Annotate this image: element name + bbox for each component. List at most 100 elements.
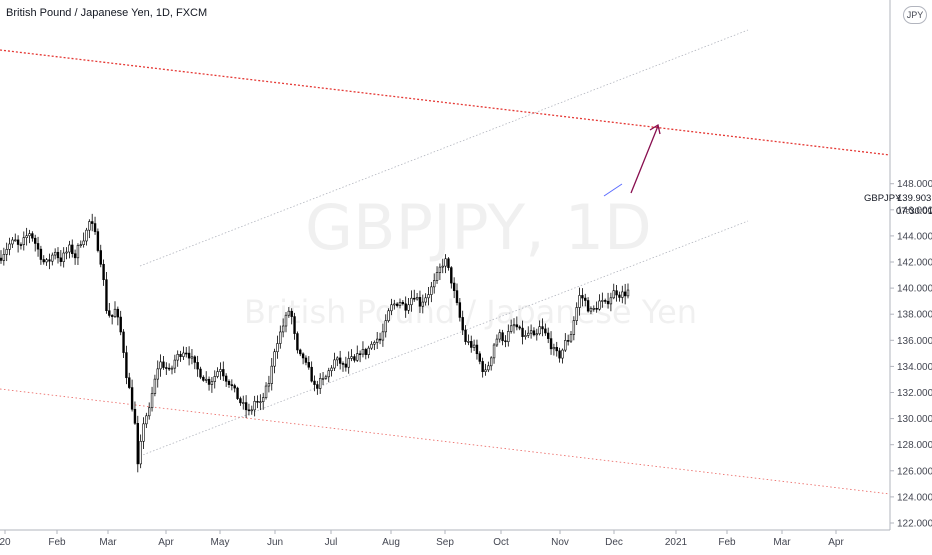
candle-body [441, 265, 444, 268]
candle-body [85, 229, 88, 242]
candle-body [82, 240, 85, 245]
candle-body [538, 326, 541, 335]
candle-body [284, 314, 288, 327]
candle-body [219, 369, 222, 372]
candle-body [401, 301, 405, 305]
candle-body [481, 361, 484, 372]
candle-body [293, 316, 296, 334]
candle-body [353, 356, 356, 361]
candle-body [116, 308, 120, 318]
candle-body [173, 359, 177, 369]
candle-body [242, 402, 245, 404]
candle-body [53, 251, 57, 256]
candle-body [589, 308, 593, 312]
candle-body [113, 308, 117, 317]
candle-body [430, 286, 433, 295]
candle-body [475, 344, 479, 355]
y-tick-label: 128.000 [897, 440, 932, 451]
watermark-symbol: GBPJPY, 1D [305, 191, 652, 264]
candle-body [615, 290, 618, 296]
x-axis[interactable]: 20 Feb Mar Apr May Jun Jul Aug Sep Oct Nov Dec 2021 F… [0, 530, 844, 548]
x-tick-label: Jul [325, 537, 338, 548]
candle-body [108, 310, 111, 316]
candle-body [361, 349, 365, 355]
candle-body [327, 370, 330, 378]
candle-body [367, 347, 370, 355]
candle-body [145, 415, 148, 425]
candle-body [256, 400, 259, 403]
candle-body [210, 381, 214, 385]
candle-body [56, 251, 60, 259]
y-tick-label: 140.000 [897, 284, 932, 295]
channel-upper-line[interactable] [139, 29, 749, 267]
candle-body [148, 407, 151, 417]
candle-body [19, 244, 23, 246]
candle-body [598, 300, 601, 310]
x-tick-label: Feb [718, 537, 736, 548]
candle-body [558, 350, 561, 359]
candle-body [65, 251, 68, 254]
candle-body [404, 303, 407, 311]
candle-body [575, 307, 578, 321]
x-tick-label: Mar [773, 537, 791, 548]
candle-body [11, 239, 14, 245]
candle-body [167, 367, 171, 370]
candle-body [512, 324, 516, 327]
candle-body [435, 272, 439, 281]
candle-body [22, 237, 25, 245]
candle-body [139, 441, 142, 465]
projection-arrow[interactable] [630, 125, 659, 194]
candle-body [390, 304, 393, 312]
candle-body [455, 290, 459, 303]
candle-body [427, 294, 430, 299]
candle-body [421, 301, 424, 307]
candle-body [239, 398, 242, 404]
x-tick-label: Dec [605, 537, 623, 548]
candle-body [452, 282, 456, 291]
candle-body [487, 365, 490, 371]
currency-button[interactable]: JPY [903, 6, 927, 24]
x-tick-label: Jun [267, 537, 283, 548]
candle-body [244, 402, 248, 411]
x-tick-label: Aug [382, 537, 400, 548]
candle-body [224, 375, 228, 382]
candle-body [73, 253, 77, 259]
candle-body [450, 267, 453, 284]
candle-body [407, 304, 410, 311]
candle-body [549, 338, 553, 350]
candle-body [564, 340, 567, 351]
candle-body [259, 401, 262, 403]
candle-body [581, 295, 584, 299]
candle-body [62, 252, 65, 262]
channel-lower-line[interactable] [139, 220, 749, 457]
candle-body [179, 354, 182, 357]
resistance-trendline[interactable] [0, 49, 891, 156]
candle-body [299, 349, 302, 355]
candle-body [527, 332, 530, 336]
support-trendline-lower[interactable] [0, 388, 891, 495]
candle-body [418, 297, 422, 307]
candle-body [193, 356, 196, 363]
candle-body [387, 310, 390, 321]
y-tick-label: 124.000 [897, 492, 932, 503]
candle-body [546, 332, 550, 339]
candle-body [36, 243, 40, 250]
candle-body [150, 393, 154, 409]
candle-body [467, 341, 470, 343]
short-trend-line[interactable] [603, 183, 623, 197]
x-tick-label: Oct [493, 537, 509, 548]
candle-body [287, 310, 291, 316]
candle-body [521, 327, 524, 337]
candle-body [358, 353, 362, 355]
candle-body [375, 338, 379, 343]
candle-body [572, 320, 576, 335]
candle-body [233, 385, 236, 389]
price-label-value: 139.903 [897, 193, 931, 204]
candle-body [606, 300, 610, 305]
candle-body [338, 357, 342, 364]
y-axis[interactable]: 122.000 124.000 126.000 128.000 130.000 132.0… [890, 179, 932, 530]
y-tick-label: 144.000 [897, 231, 932, 242]
x-tick-label: May [211, 537, 230, 548]
